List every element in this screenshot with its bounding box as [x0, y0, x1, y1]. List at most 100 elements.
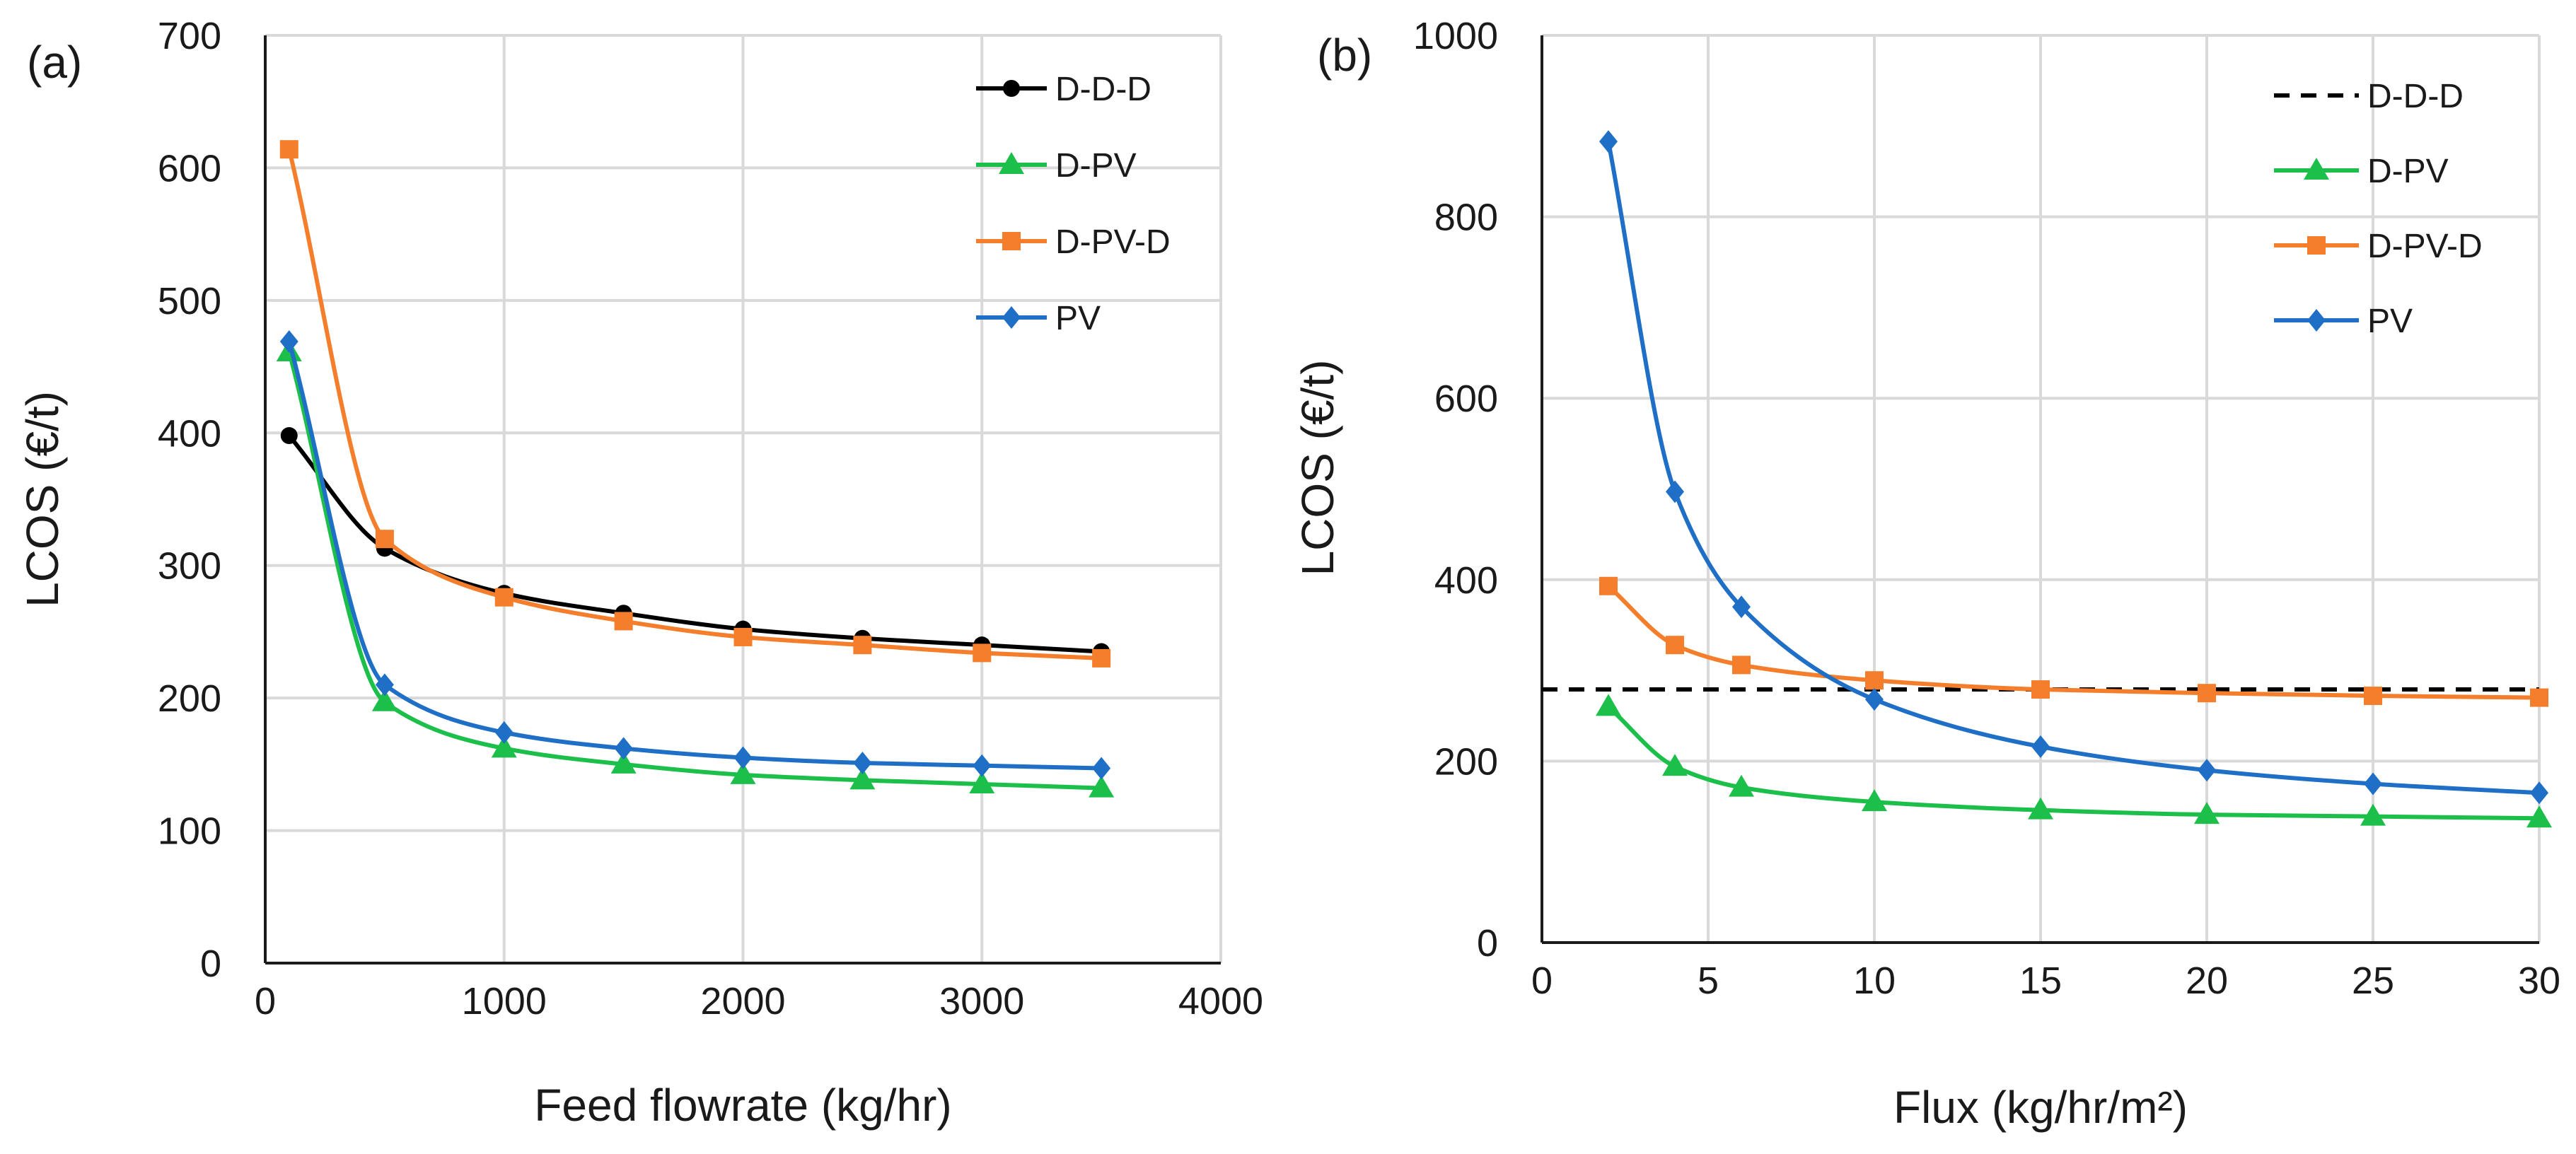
data-point-pv [733, 746, 753, 769]
data-point-d-pv [610, 751, 637, 774]
legend-label: D-PV-D [1055, 223, 1171, 261]
legend-swatch-marker [2307, 236, 2326, 255]
y-axis-title: LCOS (€/t) [1292, 360, 1343, 576]
x-tick-label: 10 [1853, 960, 1896, 1002]
y-tick-label: 200 [1434, 740, 1498, 783]
data-point-d-pv-d [853, 636, 872, 655]
data-point-d-pv-d [2530, 688, 2548, 707]
legend-entry-pv: PV [2274, 303, 2413, 340]
y-tick-label: 400 [158, 412, 221, 455]
legend-swatch-marker [1003, 80, 1020, 97]
legend-swatch-marker [2304, 158, 2329, 180]
legend-entry-d-d-d: D-D-D [976, 71, 1151, 108]
legend-swatch-marker [1002, 306, 1021, 329]
data-point-pv [1666, 480, 1684, 503]
data-point-pv [614, 737, 633, 760]
legend-entry-d-pv: D-PV [2274, 153, 2449, 190]
x-tick-label: 4000 [1178, 980, 1263, 1022]
data-point-d-pv [2526, 805, 2552, 828]
y-tick-label: 0 [200, 943, 221, 985]
legend-swatch-marker [2307, 309, 2326, 332]
data-point-d-pv [2028, 797, 2053, 820]
data-point-d-pv-d [375, 530, 394, 549]
legend-entry-d-pv: D-PV [976, 147, 1137, 185]
data-point-d-pv-d [973, 643, 992, 663]
series-line-pv [1606, 141, 2540, 795]
series-line-d-pv-d [286, 148, 1102, 660]
data-point-pv [279, 330, 298, 353]
series-line-d-d-d [287, 434, 1102, 654]
data-point-d-pv-d [614, 612, 633, 631]
data-point-pv [2530, 781, 2548, 805]
data-point-d-pv [1662, 754, 1688, 776]
series-pv [279, 330, 1111, 780]
x-tick-label: 0 [255, 980, 276, 1022]
series-d-pv [276, 339, 1115, 798]
legend-label: D-D-D [1055, 71, 1151, 108]
data-point-pv [853, 751, 872, 774]
data-point-d-pv [1596, 694, 1621, 716]
legend-label: D-D-D [2367, 78, 2464, 115]
data-point-d-pv-d [1732, 655, 1751, 675]
data-point-d-d-d [280, 427, 298, 445]
y-tick-label: 600 [1434, 378, 1498, 420]
data-point-d-pv-d [2364, 687, 2382, 706]
data-point-d-pv [2194, 802, 2220, 824]
data-point-d-pv-d [733, 627, 753, 646]
data-point-d-pv-d [494, 588, 514, 607]
data-point-pv [494, 721, 514, 744]
x-tick-label: 20 [2186, 960, 2228, 1002]
legend-label: PV [2367, 303, 2413, 340]
x-tick-label: 3000 [939, 980, 1024, 1022]
panel-label-a: (a) [27, 37, 82, 88]
data-point-d-pv [2360, 803, 2386, 826]
legend-label: D-PV [2367, 153, 2449, 190]
data-point-d-pv-d [2198, 684, 2216, 703]
legend-label: D-PV [1055, 147, 1137, 185]
data-point-pv [1599, 130, 1618, 153]
data-point-pv [375, 673, 394, 697]
data-point-pv [1732, 595, 1751, 619]
data-point-pv [1092, 757, 1111, 780]
x-tick-label: 30 [2518, 960, 2560, 1002]
y-tick-label: 400 [1434, 559, 1498, 602]
data-point-d-pv-d [1865, 671, 1884, 690]
data-point-d-pv-d [2031, 680, 2050, 699]
data-point-pv [2031, 735, 2050, 758]
y-axis-title: LCOS (€/t) [17, 391, 68, 607]
legend-swatch-marker [999, 152, 1024, 174]
series-d-pv-d [279, 140, 1111, 668]
data-point-d-pv [491, 735, 517, 758]
y-tick-label: 1000 [1413, 15, 1498, 57]
data-point-d-pv [1089, 775, 1115, 798]
x-axis-title: Feed flowrate (kg/hr) [534, 1080, 951, 1131]
data-point-d-pv [969, 771, 995, 793]
x-tick-label: 1000 [462, 980, 547, 1022]
panel-label-b: (b) [1317, 30, 1372, 81]
data-point-pv [1865, 688, 1884, 711]
data-point-pv [2198, 759, 2216, 782]
data-point-pv [2364, 772, 2382, 795]
series-pv [1599, 130, 2548, 805]
chart-panel-b: 0 5 10 15 20 25 30 0 200 400 600 800 1000 Flux (kg/hr… [1292, 15, 2560, 1133]
legend-label: D-PV-D [2367, 228, 2483, 265]
series-line-pv [286, 341, 1102, 771]
data-point-d-pv-d [1092, 648, 1111, 668]
y-tick-label: 700 [158, 15, 221, 57]
data-point-d-pv [1862, 789, 1887, 812]
legend-entry-d-d-d: D-D-D [2274, 78, 2464, 115]
series-d-d-d [280, 427, 1110, 660]
data-point-d-pv [849, 767, 876, 790]
x-axis-title: Flux (kg/hr/m²) [1893, 1082, 2188, 1133]
series-d-pv-d [1599, 576, 2548, 707]
series-d-pv [1596, 694, 2552, 828]
y-tick-label: 0 [1477, 922, 1498, 964]
x-tick-label: 2000 [700, 980, 785, 1022]
y-tick-label: 300 [158, 545, 221, 588]
x-tick-label: 0 [1531, 960, 1553, 1002]
y-tick-label: 600 [158, 147, 221, 190]
series-line-d-pv-d [1607, 584, 2540, 700]
x-tick-label: 5 [1698, 960, 1719, 1002]
data-point-d-pv-d [279, 140, 298, 159]
